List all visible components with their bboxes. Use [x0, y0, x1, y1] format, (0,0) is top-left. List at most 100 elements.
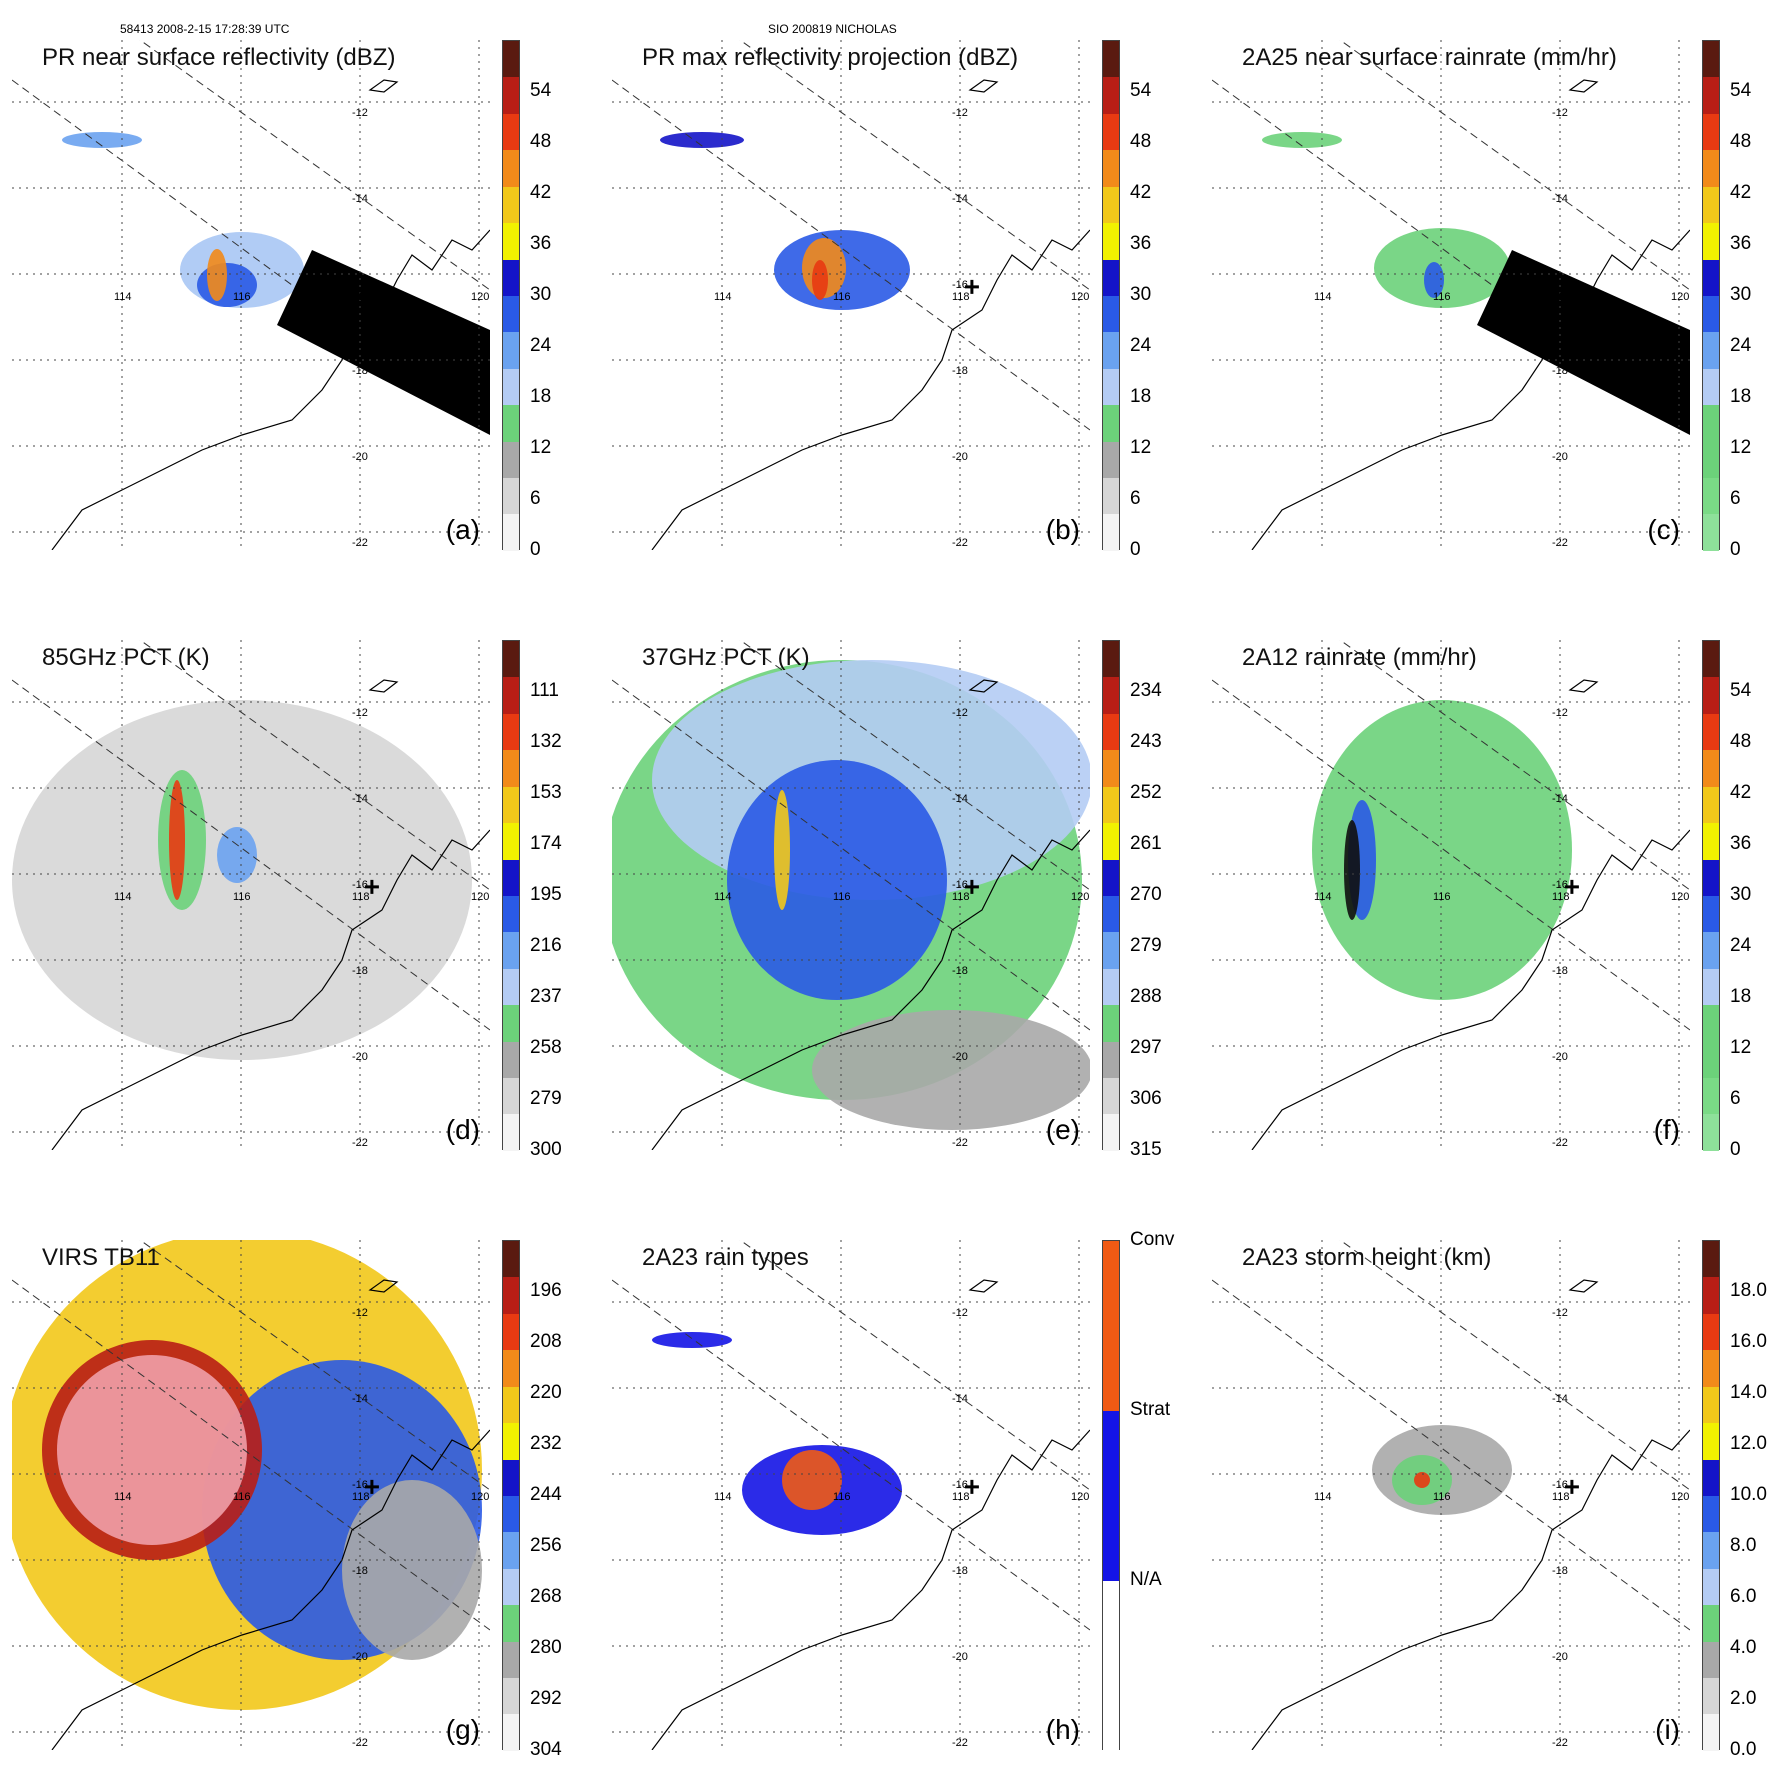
colorbar-tick-label: Strat: [1130, 1399, 1171, 1420]
colorbar-segment: [503, 713, 519, 751]
panel-label: (g): [445, 1714, 480, 1745]
storm-center-marker: [364, 279, 379, 294]
colorbar-tick-label: 12: [1730, 1037, 1752, 1058]
colorbar-tick-label: 270: [1130, 884, 1162, 905]
colorbar-segment: [503, 514, 519, 551]
colorbar-segment: [1103, 223, 1119, 260]
panel-label: (a): [445, 514, 480, 545]
colorbar-segment: [1103, 332, 1119, 369]
island-outline: [368, 1279, 399, 1293]
colorbar-segment: [1703, 823, 1719, 860]
field-region: [1414, 1472, 1430, 1488]
panel-label: (i): [1655, 1714, 1680, 1745]
storm-center-marker: [964, 1479, 979, 1494]
colorbar-ticks: 111 132 153 174 195 216 237 258 279 300: [530, 640, 590, 1160]
storm-center-marker: [1564, 279, 1579, 294]
colorbar-segment: [1103, 823, 1119, 860]
map-canvas-e: -12-14-16-18-20-22114116118120122124: [612, 640, 1090, 1150]
colorbar-segment: [1103, 77, 1119, 114]
latitude-label: -22: [1552, 1137, 1568, 1149]
colorbar-segment: [503, 1005, 519, 1042]
panel-title: PR near surface reflectivity (dBZ): [42, 44, 396, 71]
colorbar-tick-label: Conv: [1130, 1229, 1175, 1250]
colorbar-segment: [1103, 859, 1119, 896]
field-region: [727, 760, 947, 1000]
latitude-label: -20: [952, 451, 968, 463]
colorbar-segment: [503, 41, 519, 78]
colorbar-tick-label: 12: [530, 437, 552, 458]
longitude-label: 118: [352, 1491, 370, 1503]
latitude-label: -12: [1552, 107, 1568, 119]
latitude-label: -20: [1552, 451, 1568, 463]
colorbar-ticks: 18.0 16.0 14.0 12.0 10.0 8.0 6.0 4.0 2.0 0.0: [1730, 1240, 1771, 1760]
colorbar-segment: [1103, 150, 1119, 187]
field-region: [660, 132, 744, 148]
colorbar-segment: [1703, 1459, 1719, 1496]
longitude-label: 116: [1433, 291, 1451, 303]
colorbar-segment: [1103, 405, 1119, 442]
colorbar-tick-label: 30: [1730, 884, 1752, 905]
colorbar-tick-label: 10.0: [1730, 1484, 1767, 1505]
colorbar-segment: [1103, 895, 1119, 933]
colorbar-segment: [1703, 1350, 1719, 1387]
field-region: [342, 1480, 482, 1660]
colorbar-segment: [1103, 1005, 1119, 1042]
colorbar-segment: [1703, 150, 1719, 187]
colorbar-segment: [1103, 368, 1119, 406]
colorbar-segment: [1703, 786, 1719, 824]
map-i: -12-14-16-18-20-221141161181201221242A23…: [1212, 1240, 1690, 1750]
swath-edge: [1212, 679, 1690, 1031]
longitude-label: 116: [233, 891, 251, 903]
colorbar-tick-label: 111: [530, 680, 559, 701]
colorbar-ticks: 54 48 42 36 30 24 18 12 6 0: [1730, 40, 1771, 560]
colorbar-segment: [503, 1459, 519, 1496]
colorbar-tick-label: 16.0: [1730, 1331, 1767, 1352]
latitude-label: -20: [352, 451, 368, 463]
latitude-label: -20: [352, 1051, 368, 1063]
colorbar-segment: [503, 113, 519, 151]
map-canvas-a: -12-14-16-18-20-22114116118120122124: [12, 40, 490, 550]
colorbar-segment: [1103, 1041, 1119, 1079]
panel-title: 2A23 rain types: [642, 1244, 809, 1271]
panel-label: (e): [1045, 1114, 1080, 1145]
header-left: 58413 2008-2-15 17:28:39 UTC: [120, 22, 290, 36]
colorbar-segment: [503, 1605, 519, 1642]
colorbar-tick-label: 208: [530, 1331, 562, 1352]
colorbar-tick-label: 268: [530, 1586, 562, 1607]
swath-edge: [612, 79, 1090, 431]
panel-title: 2A23 storm height (km): [1242, 1244, 1492, 1271]
map-canvas-h: -12-14-16-18-20-22114116118120122124: [612, 1240, 1090, 1750]
colorbar-segment: [503, 1313, 519, 1351]
colorbar-tick-label: 216: [530, 935, 562, 956]
map-e: -12-14-16-18-20-2211411611812012212437GH…: [612, 640, 1090, 1150]
colorbar-tick-label: 279: [530, 1088, 562, 1109]
colorbar-segment: [1703, 368, 1719, 406]
island-outline: [968, 79, 999, 93]
longitude-label: 114: [714, 891, 732, 903]
latitude-label: -14: [952, 793, 968, 805]
longitude-label: 116: [833, 291, 851, 303]
map-canvas-i: -12-14-16-18-20-22114116118120122124: [1212, 1240, 1690, 1750]
latitude-label: -12: [952, 1307, 968, 1319]
colorbar-segment: [1103, 1411, 1119, 1581]
field-region: [1344, 820, 1360, 920]
longitude-label: 114: [714, 291, 732, 303]
colorbar-tick-label: 24: [530, 335, 552, 356]
longitude-label: 116: [833, 1491, 851, 1503]
colorbar-tick-label: 0.0: [1730, 1739, 1757, 1760]
storm-center-marker: [1564, 1479, 1579, 1494]
map-canvas-g: -12-14-16-18-20-22114116118120122124: [12, 1240, 490, 1750]
colorbar-segment: [503, 786, 519, 824]
map-g: -12-14-16-18-20-22114116118120122124VIRS…: [12, 1240, 490, 1750]
colorbar-segment: [503, 641, 519, 678]
colorbar-segment: [503, 750, 519, 787]
colorbar-segment: [1703, 1005, 1719, 1042]
colorbar-tick-label: 256: [530, 1535, 562, 1556]
latitude-label: -20: [1552, 1051, 1568, 1063]
colorbar-segment: [1103, 514, 1119, 551]
field-region: [207, 249, 227, 301]
colorbar-tick-label: 0: [1130, 539, 1141, 560]
colorbar-segment: [1703, 405, 1719, 442]
field-region: [812, 260, 828, 300]
colorbar-segment: [1703, 1277, 1719, 1314]
